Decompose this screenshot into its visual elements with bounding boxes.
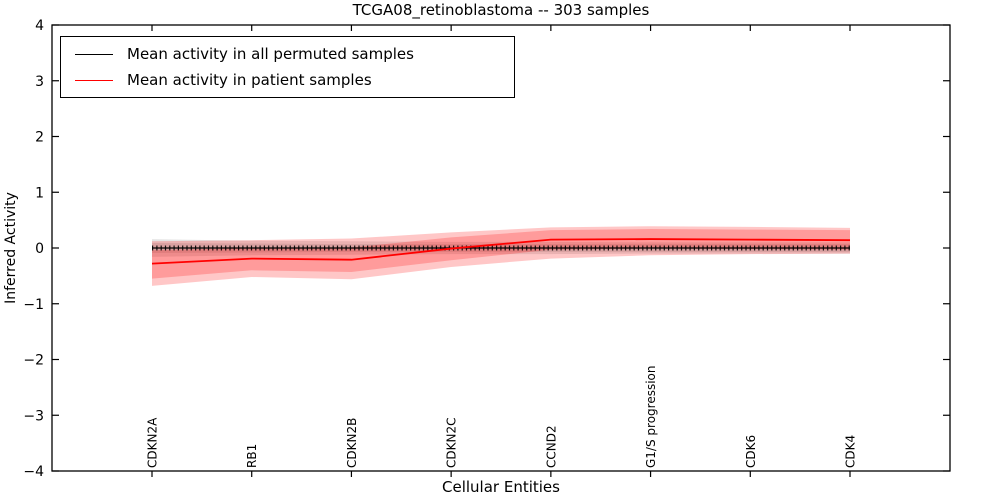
patient-inner-band [152,229,850,279]
y-axis-tick-label: 3 [35,74,44,90]
x-axis-tick-label: CCND2 [544,425,558,468]
x-axis-tick-label: CDK6 [744,435,758,468]
y-axis-tick-label: −4 [23,464,44,480]
legend-label-patient: Mean activity in patient samples [127,71,372,89]
x-axis-tick-label: CDKN2C [445,418,459,468]
patient-mean-line [151,238,851,265]
y-axis-tick-label: 1 [35,185,44,201]
x-axis-tick-label: CDKN2A [146,417,160,468]
y-axis-tick-label: 4 [35,18,44,34]
legend-line-sample-red [75,79,113,81]
x-axis-tick-label: RB1 [245,444,259,468]
x-axis-tick-label: CDKN2B [345,418,359,468]
legend-label-permuted: Mean activity in all permuted samples [127,45,414,63]
legend-item-permuted: Mean activity in all permuted samples [61,41,514,67]
x-axis-label: Cellular Entities [442,478,560,496]
y-axis-tick-label: 0 [35,241,44,257]
y-axis-tick-label: −2 [23,353,44,369]
y-axis-tick-label: −3 [23,408,44,424]
chart-title: TCGA08_retinoblastoma -- 303 samples [352,1,650,19]
y-axis-label: Inferred Activity [3,192,19,304]
legend: Mean activity in all permuted samples Me… [60,36,515,98]
x-axis-tick-label: G1/S progression [644,366,658,469]
x-axis-tick-label: CDK4 [844,435,858,468]
y-axis-tick-label: 2 [35,130,44,146]
y-axis-tick-label: −1 [23,297,44,313]
legend-line-sample-black [75,53,113,55]
patient-outer-band [152,226,850,286]
legend-item-patient: Mean activity in patient samples [61,67,514,93]
